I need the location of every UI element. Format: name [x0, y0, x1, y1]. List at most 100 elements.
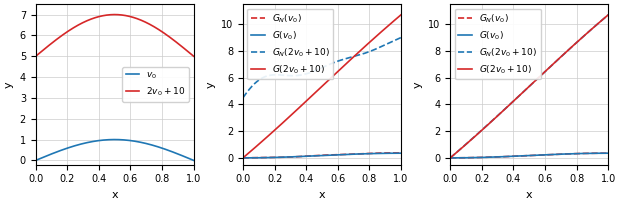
Legend: $v_0$, $2v_0 + 10$: $v_0$, $2v_0 + 10$ — [122, 67, 189, 102]
$G_N(2v_0 + 10)$ — [532, 79, 539, 82]
Y-axis label: y: y — [4, 81, 14, 88]
Line: $G(v_0)$: $G(v_0)$ — [450, 153, 608, 158]
$G_N(v_0)$ — [315, 154, 322, 157]
$G(2v_0 + 10)$ — [532, 79, 539, 81]
$2v_0 + 10$ — [190, 55, 197, 58]
$v_0$ — [190, 159, 197, 162]
$G(2v_0 + 10)$ — [325, 79, 332, 81]
X-axis label: x: x — [319, 190, 326, 200]
Line: $G_N(v_0)$: $G_N(v_0)$ — [450, 153, 608, 158]
$G(2v_0 + 10)$ — [397, 14, 405, 16]
$G_N(2v_0 + 10)$ — [314, 68, 322, 71]
X-axis label: x: x — [526, 190, 533, 200]
$G_N(2v_0 + 10)$ — [325, 64, 332, 66]
$G_N(v_0)$ — [334, 153, 341, 156]
$G_N(v_0)$ — [446, 157, 454, 159]
$G_N(2v_0 + 10)$ — [521, 89, 529, 91]
$G_N(v_0)$ — [521, 154, 529, 157]
$G(v_0)$ — [239, 157, 247, 159]
$G_N(v_0)$ — [523, 154, 530, 157]
$G(2v_0 + 10)$ — [541, 71, 548, 73]
$G_N(v_0)$ — [369, 152, 376, 154]
$G(2v_0 + 10)$ — [394, 17, 401, 19]
$G(2v_0 + 10)$ — [521, 89, 529, 91]
$G_N(2v_0 + 10)$ — [523, 88, 530, 90]
Line: $G(2v_0 + 10)$: $G(2v_0 + 10)$ — [243, 15, 401, 158]
$G(2v_0 + 10)$ — [239, 157, 247, 159]
$v_0$ — [32, 159, 40, 162]
Legend: $G_N(v_0)$, $G(v_0)$, $G_N(2v_0 + 10)$, $G(2v_0 + 10)$: $G_N(v_0)$, $G(v_0)$, $G_N(2v_0 + 10)$, … — [247, 9, 334, 79]
$G_N(2v_0 + 10)$ — [446, 157, 454, 159]
$v_0$ — [108, 138, 115, 141]
$G(v_0)$ — [397, 152, 405, 154]
$G_N(2v_0 + 10)$ — [239, 96, 247, 99]
$v_0$ — [107, 138, 115, 141]
$G_N(v_0)$ — [541, 154, 548, 156]
$G(2v_0 + 10)$ — [523, 88, 530, 90]
$G_N(2v_0 + 10)$ — [601, 17, 608, 19]
$G_N(v_0)$ — [394, 152, 401, 154]
$G(2v_0 + 10)$ — [314, 89, 322, 91]
$G_N(v_0)$ — [239, 157, 247, 159]
$v_0$ — [118, 139, 125, 141]
$G(v_0)$ — [394, 152, 401, 154]
Line: $G_N(2v_0 + 10)$: $G_N(2v_0 + 10)$ — [243, 38, 401, 98]
$G(v_0)$ — [315, 154, 322, 157]
$2v_0 + 10$ — [162, 33, 169, 35]
$G_N(v_0)$ — [532, 154, 539, 156]
$G(v_0)$ — [601, 152, 608, 154]
$v_0$ — [126, 139, 134, 142]
$G_N(2v_0 + 10)$ — [334, 60, 341, 63]
Y-axis label: y: y — [205, 81, 215, 88]
$v_0$ — [162, 148, 169, 151]
$G(v_0)$ — [541, 154, 548, 156]
Line: $2v_0 + 10$: $2v_0 + 10$ — [36, 14, 193, 56]
Line: $G(v_0)$: $G(v_0)$ — [243, 153, 401, 158]
$G(v_0)$ — [521, 154, 529, 157]
$G_N(v_0)$ — [602, 152, 609, 154]
X-axis label: x: x — [112, 190, 118, 200]
$G(v_0)$ — [369, 152, 376, 155]
$G_N(v_0)$ — [314, 154, 322, 157]
$G(v_0)$ — [446, 157, 454, 159]
$G(v_0)$ — [576, 152, 583, 155]
$G(2v_0 + 10)$ — [369, 39, 376, 41]
Line: $G(2v_0 + 10)$: $G(2v_0 + 10)$ — [450, 15, 608, 158]
Y-axis label: y: y — [413, 81, 423, 88]
$G(v_0)$ — [532, 154, 539, 156]
$G(2v_0 + 10)$ — [315, 88, 322, 90]
Line: $G_N(2v_0 + 10)$: $G_N(2v_0 + 10)$ — [450, 15, 608, 158]
$G(2v_0 + 10)$ — [576, 39, 583, 41]
$G(2v_0 + 10)$ — [601, 17, 608, 19]
$v_0$ — [187, 158, 194, 160]
$G_N(2v_0 + 10)$ — [397, 36, 405, 39]
Line: $G_N(v_0)$: $G_N(v_0)$ — [243, 153, 401, 158]
$G_N(2v_0 + 10)$ — [541, 71, 548, 74]
$G(v_0)$ — [604, 152, 612, 154]
$2v_0 + 10$ — [107, 13, 115, 16]
$G_N(v_0)$ — [576, 152, 583, 155]
$G_N(v_0)$ — [604, 152, 612, 154]
$G(v_0)$ — [325, 154, 332, 156]
$G_N(2v_0 + 10)$ — [315, 68, 322, 70]
$v_0$ — [111, 138, 118, 141]
$2v_0 + 10$ — [187, 52, 194, 55]
$2v_0 + 10$ — [32, 55, 40, 58]
$G(2v_0 + 10)$ — [334, 71, 341, 73]
$2v_0 + 10$ — [111, 13, 118, 16]
$G_N(v_0)$ — [325, 154, 332, 156]
$G(v_0)$ — [334, 154, 341, 156]
$G_N(v_0)$ — [388, 152, 396, 154]
$G(2v_0 + 10)$ — [604, 14, 612, 16]
$2v_0 + 10$ — [108, 13, 115, 16]
$2v_0 + 10$ — [118, 14, 125, 16]
Legend: $G_N(v_0)$, $G(v_0)$, $G_N(2v_0 + 10)$, $G(2v_0 + 10)$: $G_N(v_0)$, $G(v_0)$, $G_N(2v_0 + 10)$, … — [454, 9, 541, 79]
$G_N(2v_0 + 10)$ — [394, 38, 401, 40]
$G_N(v_0)$ — [397, 152, 405, 154]
$G_N(2v_0 + 10)$ — [369, 49, 376, 52]
Line: $v_0$: $v_0$ — [36, 140, 193, 160]
$G_N(v_0)$ — [601, 152, 608, 154]
$2v_0 + 10$ — [126, 15, 134, 18]
$G(v_0)$ — [314, 154, 322, 157]
$G_N(2v_0 + 10)$ — [576, 39, 583, 41]
